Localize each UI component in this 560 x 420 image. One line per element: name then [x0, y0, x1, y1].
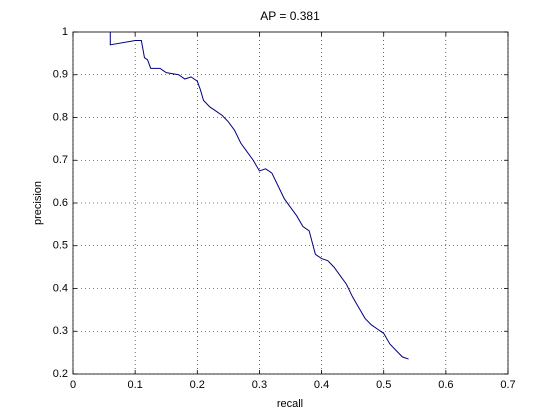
y-tick-label: 0.8 — [53, 111, 68, 123]
y-tick-label: 0.3 — [53, 325, 68, 337]
y-tick-label: 0.6 — [53, 197, 68, 209]
y-tick-label: 1 — [62, 26, 68, 38]
x-tick-label: 0.4 — [314, 379, 329, 391]
x-tick-label: 0.6 — [438, 379, 453, 391]
pr-curve — [109, 32, 409, 360]
x-tick-label: 0.5 — [376, 379, 391, 391]
x-tick-label: 0.7 — [500, 379, 515, 391]
x-axis-label: recall — [277, 398, 303, 410]
y-tick-label: 0.5 — [53, 240, 68, 252]
y-tick-label: 0.4 — [53, 282, 68, 294]
y-tick-label: 0.7 — [53, 154, 68, 166]
x-tick-label: 0.2 — [190, 379, 205, 391]
y-axis-label: precision — [32, 181, 44, 225]
x-tick-label: 0.1 — [127, 379, 142, 391]
y-tick-label: 0.2 — [53, 368, 68, 380]
plot-frame — [72, 31, 509, 375]
x-tick-label: 0.3 — [252, 379, 267, 391]
x-tick-label: 0 — [70, 379, 76, 391]
chart-title: AP = 0.381 — [260, 9, 320, 23]
y-tick-label: 0.9 — [53, 69, 68, 81]
